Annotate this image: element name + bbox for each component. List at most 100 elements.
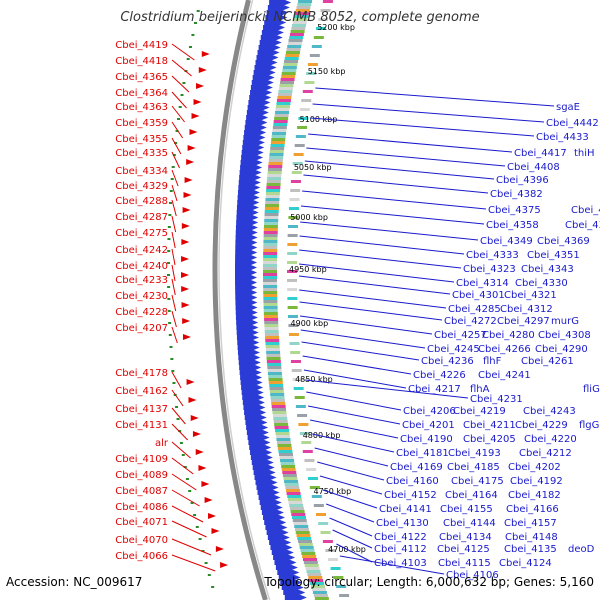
cog-track-segment (294, 12, 309, 15)
cds-arrow (281, 585, 304, 590)
gene-label-right: Cbei_4169 (390, 462, 443, 473)
gene-label-right: Cbei_4201 (402, 420, 455, 431)
gene-arrow-red (181, 302, 190, 308)
cog-track-segment (287, 264, 298, 267)
cds-arrow (266, 10, 289, 15)
cds-arrow (258, 45, 281, 50)
cds-arrow (275, 565, 298, 570)
gene-arrow-red (198, 465, 207, 471)
cog-track-segment (266, 189, 281, 192)
cog-track-segment (322, 0, 333, 3)
cds-arrow (239, 175, 262, 180)
cog-track-segment (277, 93, 292, 96)
gene-arrow-red (181, 223, 190, 229)
cog-track-segment (264, 324, 279, 327)
gene-label-right: Cbei_4243 (523, 406, 576, 417)
cog-track-segment (290, 186, 301, 189)
cog-track-segment (287, 261, 298, 264)
gene-label-right: Cbei_4375 (488, 205, 541, 216)
feature-dot (188, 490, 192, 492)
cog-track-segment (325, 549, 336, 552)
cds-arrow (239, 170, 262, 175)
gene-arrow-red (188, 397, 197, 403)
cog-track-segment (296, 408, 307, 411)
cog-track-segment (306, 468, 317, 471)
cog-track-segment (271, 402, 286, 405)
cog-track-segment (297, 420, 308, 423)
cog-track-segment (263, 312, 278, 315)
cog-track-segment (281, 75, 296, 78)
cog-track-segment (322, 3, 333, 6)
cog-track-segment (322, 537, 333, 540)
gene-label-right: Cbei_4202 (508, 462, 561, 473)
scale-tick-label: 5050 kbp (294, 163, 332, 172)
cds-arrow (236, 335, 259, 340)
scale-tick-label: 4850 kbp (295, 375, 333, 384)
cog-track-segment (293, 150, 304, 153)
gene-label-left: Cbei_4086 (115, 502, 168, 513)
cog-track-segment (291, 366, 302, 369)
cog-track-segment (272, 408, 287, 411)
gene-label-right: Cbei_4382 (490, 189, 543, 200)
cds-arrow (240, 375, 263, 380)
leader-line-right (308, 405, 401, 425)
gene-label-right: Cbei_4433 (536, 132, 589, 143)
gene-label-left: Cbei_4228 (115, 307, 168, 318)
cog-track-segment (265, 204, 280, 207)
feature-dot (188, 46, 192, 48)
gene-label-left: Cbei_4335 (115, 148, 168, 159)
cog-track-segment (297, 3, 312, 6)
leader-line-right (302, 355, 412, 375)
cog-track-segment (314, 507, 325, 510)
cog-track-segment (299, 432, 310, 435)
feature-dot (167, 250, 171, 252)
cds-arrow (265, 15, 288, 20)
cog-track-segment (273, 120, 288, 123)
leader-line-right (329, 517, 373, 537)
gene-label-right: Cbei_4164 (445, 490, 498, 501)
gene-label-left: Cbei_4355 (115, 134, 168, 145)
cog-track-segment (291, 369, 302, 372)
cog-track-segment (279, 84, 294, 87)
cds-arrow (246, 430, 269, 435)
cog-track-segment (272, 411, 287, 414)
cog-track-segment (268, 375, 283, 378)
cds-arrow (271, 550, 294, 555)
cog-track-segment (289, 336, 300, 339)
cog-track-segment (296, 129, 307, 132)
cog-track-segment (302, 450, 313, 453)
gene-label-right: Cbei_4181 (396, 448, 449, 459)
cog-track-segment (267, 366, 282, 369)
gene-arrow-red (181, 286, 190, 292)
gene-label-right: deoD (568, 544, 595, 555)
cog-track-segment (318, 18, 329, 21)
cog-track-segment (287, 270, 297, 273)
leader-line-left (171, 59, 192, 77)
cds-arrow (242, 400, 265, 405)
gene-label-right: Cbei_4321 (504, 290, 557, 301)
feature-dot (168, 214, 172, 216)
gene-label-right: Cbei_4333 (466, 250, 519, 261)
gene-arrow-red (196, 83, 205, 89)
cog-track-segment (287, 234, 298, 237)
gene-arrow-red (182, 207, 191, 213)
cog-track-segment (313, 501, 324, 504)
feature-dot (178, 106, 182, 108)
leader-line-left (171, 231, 176, 249)
gene-label-right: Cbei_4106 (446, 570, 499, 581)
cog-track-segment (293, 18, 308, 21)
feature-dot (167, 226, 171, 228)
cog-track-segment (302, 555, 317, 558)
gene-label-right: Cbei_4396 (496, 175, 549, 186)
feature-dot (170, 358, 174, 360)
cog-track-segment (299, 108, 310, 111)
cog-track-segment (328, 561, 339, 564)
feature-dot (193, 514, 197, 516)
cog-track-segment (292, 378, 303, 381)
leader-line-right (299, 249, 462, 269)
cog-track-segment (263, 249, 278, 252)
leader-line-right (298, 275, 451, 295)
cog-track-segment (292, 168, 303, 171)
leader-line-right (315, 87, 555, 107)
feature-dot (167, 298, 171, 300)
